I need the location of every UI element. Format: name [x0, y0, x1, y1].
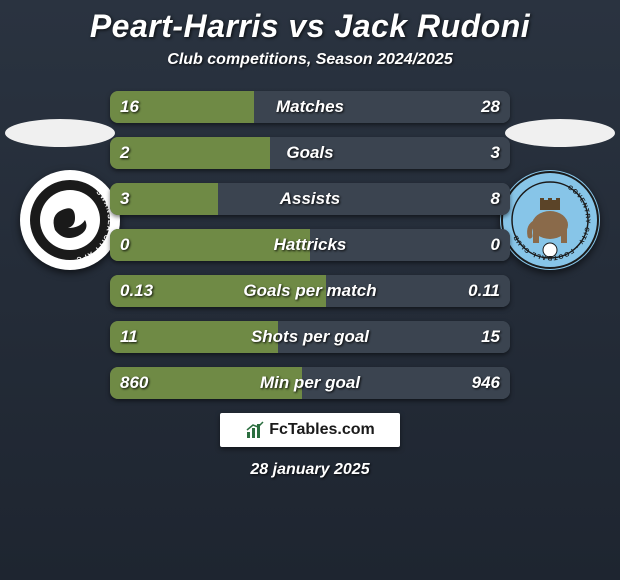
stat-label: Matches [110, 91, 510, 123]
stat-row: Goals per match0.13 0.11 [110, 275, 510, 307]
page-date: 28 january 2025 [0, 461, 620, 479]
stat-label: Goals [110, 137, 510, 169]
stat-value-right: 0.11 [468, 275, 500, 307]
stat-row: Min per goal860 946 [110, 367, 510, 399]
stat-label: Shots per goal [110, 321, 510, 353]
page-subtitle: Club competitions, Season 2024/2025 [0, 51, 620, 69]
club-logo-right: COVENTRY CITY • FOOTBALL CLUB [500, 170, 600, 270]
stat-value-left: 0 [120, 229, 129, 261]
page-title: Peart-Harris vs Jack Rudoni [0, 0, 620, 45]
stat-value-left: 16 [120, 91, 139, 123]
stat-row: Shots per goal11 15 [110, 321, 510, 353]
stat-value-right: 28 [481, 91, 500, 123]
stat-row: Hattricks0 0 [110, 229, 510, 261]
stat-row: Matches16 28 [110, 91, 510, 123]
stat-value-left: 2 [120, 137, 129, 169]
stat-value-right: 15 [481, 321, 500, 353]
coventry-badge-icon: COVENTRY CITY • FOOTBALL CLUB [500, 170, 600, 270]
stat-value-right: 0 [491, 229, 500, 261]
stat-row: Assists3 8 [110, 183, 510, 215]
comparison-bars: Matches1628Goals23Assists38Hattricks00Go… [110, 91, 510, 399]
fctables-chart-icon [245, 420, 265, 440]
stat-value-left: 0.13 [120, 275, 153, 307]
stat-value-left: 11 [120, 321, 138, 353]
stat-value-left: 860 [120, 367, 148, 399]
ellipse-left [5, 119, 115, 147]
stat-label: Goals per match [110, 275, 510, 307]
fctables-label: FcTables.com [269, 421, 375, 439]
stat-value-right: 8 [491, 183, 500, 215]
stat-label: Min per goal [110, 367, 510, 399]
stat-label: Hattricks [110, 229, 510, 261]
stat-value-left: 3 [120, 183, 129, 215]
stat-row: Goals2 3 [110, 137, 510, 169]
swansea-badge-icon: SWANSEA CITY AFC [20, 170, 120, 270]
ellipse-right [505, 119, 615, 147]
stat-value-right: 946 [472, 367, 500, 399]
fctables-watermark: FcTables.com [220, 413, 400, 447]
club-logo-left: SWANSEA CITY AFC [20, 170, 120, 270]
stat-value-right: 3 [491, 137, 500, 169]
stat-label: Assists [110, 183, 510, 215]
